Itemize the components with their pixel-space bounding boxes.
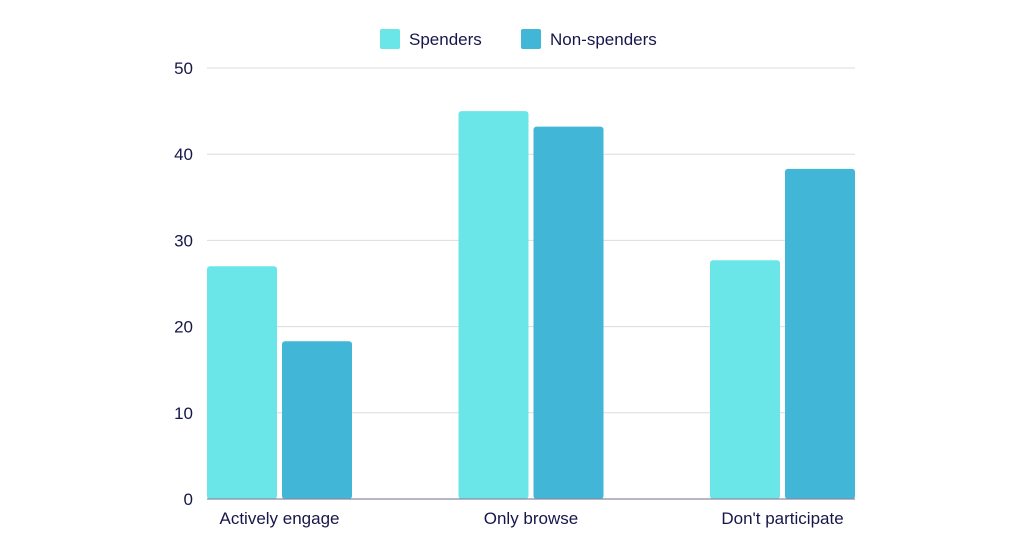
x-axis-labels: Actively engage Only browse Don't particip… — [219, 509, 843, 528]
bar — [710, 260, 780, 499]
y-tick-label: 10 — [174, 404, 193, 423]
x-tick-label: Don't participate — [721, 509, 843, 528]
bar — [282, 341, 352, 499]
bar — [785, 168, 855, 499]
legend-swatch — [521, 29, 541, 49]
y-tick-label: 40 — [174, 145, 193, 164]
bar — [207, 266, 277, 499]
legend-label: Non-spenders — [550, 30, 657, 49]
y-tick-label: 0 — [184, 490, 193, 509]
y-tick-label: 50 — [174, 59, 193, 78]
y-tick-label: 20 — [174, 318, 193, 337]
legend: Spenders Non-spenders — [380, 29, 657, 49]
y-tick-label: 30 — [174, 231, 193, 250]
x-tick-label: Only browse — [484, 509, 578, 528]
bars — [207, 111, 855, 499]
y-axis-ticks: 0 10 20 30 40 50 — [174, 59, 193, 509]
legend-label: Spenders — [409, 30, 482, 49]
bar — [533, 126, 604, 499]
x-tick-label: Actively engage — [219, 509, 339, 528]
legend-swatch — [380, 29, 400, 49]
bar — [458, 111, 529, 499]
